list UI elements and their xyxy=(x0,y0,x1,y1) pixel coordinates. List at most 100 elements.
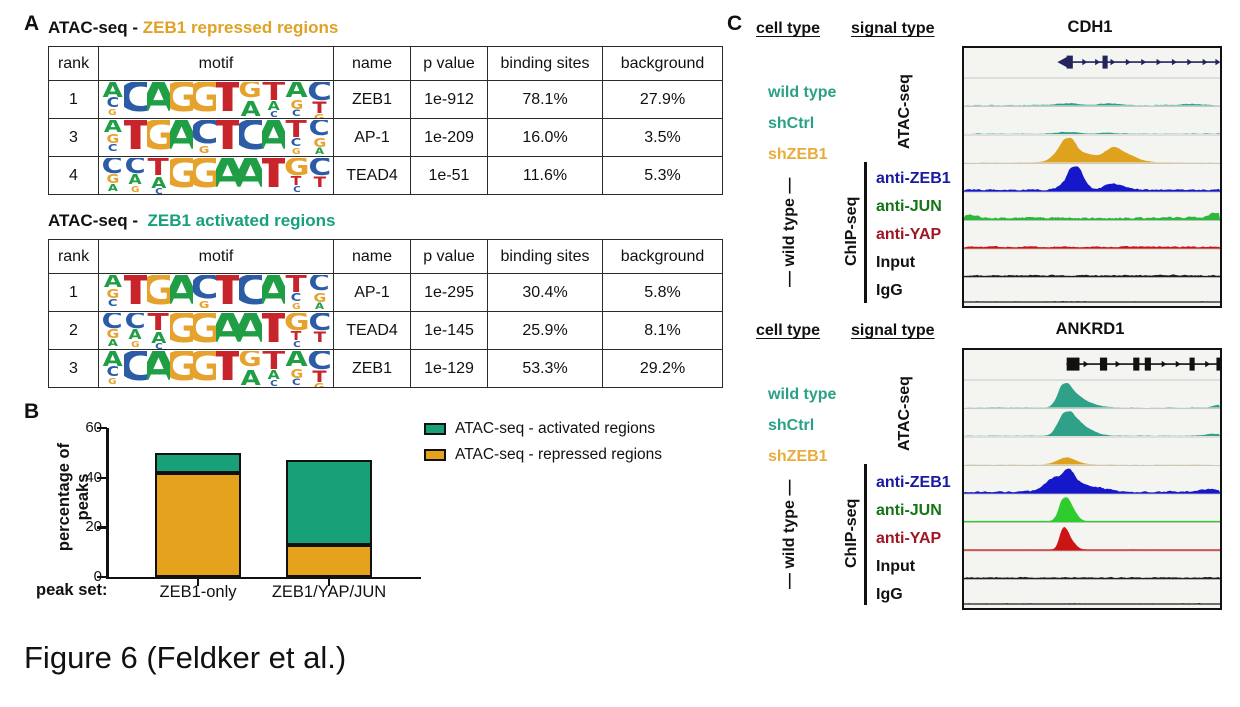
x-axis-title: peak set: xyxy=(36,581,108,599)
logo-letter: G xyxy=(285,313,308,334)
logo-column: A xyxy=(170,275,193,311)
cell-type-label-1: shCtrl xyxy=(768,115,815,132)
table-header-row: rank motif name p value binding sites backgro… xyxy=(48,46,723,81)
cell-binding_sites: 78.1% xyxy=(487,80,603,119)
cell-type-label-1: shCtrl xyxy=(768,417,815,434)
logo-column: G xyxy=(193,351,216,387)
logo-letter: A xyxy=(147,351,170,387)
y-tick-mark xyxy=(97,426,107,430)
chip-seq-bracket-line xyxy=(864,162,867,303)
logo-letter: T xyxy=(262,350,285,376)
sequence-logo: ACGCAGGTGATACAGCCTG xyxy=(101,82,331,118)
cell-p_value: 1e-51 xyxy=(410,156,488,195)
cell-background: 3.5% xyxy=(602,118,723,157)
logo-letter: A xyxy=(262,120,285,156)
cell-name: AP-1 xyxy=(333,273,411,312)
logo-letter: C xyxy=(291,135,302,149)
logo-letter: C xyxy=(239,120,262,156)
cell-rank: 3 xyxy=(48,118,99,157)
logo-letter: T xyxy=(312,98,327,118)
track-label-input: Input xyxy=(876,558,916,575)
logo-letter: C xyxy=(193,275,216,303)
logo-column: T xyxy=(124,275,147,311)
logo-letter: T xyxy=(262,81,285,107)
logo-column: G xyxy=(170,351,193,387)
panel-c-label: C xyxy=(727,12,743,35)
table-title-repressed: ATAC-seq - ZEB1 repressed regions xyxy=(48,18,338,38)
logo-column: CTG xyxy=(308,351,331,387)
atac-seq-group-label: ATAC-seq xyxy=(896,376,913,452)
logo-letter: T xyxy=(147,312,170,336)
sequence-logo: AGCTGACGTCATCGCGA xyxy=(101,120,331,156)
logo-letter: G xyxy=(108,107,117,117)
logo-letter: A xyxy=(150,328,167,347)
logo-column: C xyxy=(124,82,147,118)
logo-letter: C xyxy=(291,290,302,304)
logo-letter: T xyxy=(291,173,302,188)
logo-column: A xyxy=(262,275,285,311)
cell-background: 5.8% xyxy=(602,273,723,312)
sequence-logo: CGACAGTACGGAATGTCCT xyxy=(101,313,331,349)
cell-binding_sites: 11.6% xyxy=(487,156,603,195)
logo-column: GTC xyxy=(285,313,308,349)
logo-letter: C xyxy=(101,312,124,334)
logo-letter: G xyxy=(193,158,216,194)
logo-letter: G xyxy=(170,158,193,194)
logo-letter: A xyxy=(240,96,261,118)
logo-letter: A xyxy=(170,275,193,311)
logo-column: G xyxy=(147,120,170,156)
logo-letter: A xyxy=(216,158,239,194)
logo-letter: C xyxy=(106,95,119,111)
logo-letter: G xyxy=(106,172,119,187)
track-label-input: Input xyxy=(876,254,916,271)
logo-letter: T xyxy=(313,329,326,346)
logo-letter: T xyxy=(291,328,302,343)
logo-letter: C xyxy=(124,157,147,179)
track-label-anti-yap: anti-YAP xyxy=(876,530,942,547)
table-title-prefix: ATAC-seq - xyxy=(48,211,148,230)
atac-seq-group-label: ATAC-seq xyxy=(896,74,913,150)
logo-letter: T xyxy=(313,174,326,191)
x-axis-line xyxy=(106,576,421,579)
logo-column: G xyxy=(170,313,193,349)
legend-item-repressed: ATAC-seq - repressed regions xyxy=(424,446,662,464)
logo-letter: A xyxy=(240,365,261,387)
logo-letter: A xyxy=(267,368,280,383)
motif-table-repressed: rank motif name p value binding sites backgro… xyxy=(48,46,723,195)
logo-column: G xyxy=(193,82,216,118)
legend-swatch-repressed xyxy=(424,449,446,461)
column-header: background xyxy=(602,239,723,274)
y-axis-label: percentage of peaks xyxy=(55,442,92,552)
logo-column: A xyxy=(239,313,262,349)
motif-logo-cell: CGACAGTACGGAATGTCCT xyxy=(98,311,334,350)
motif-logo-cell: ACGCAGGTGATACAGCCTG xyxy=(98,349,334,388)
logo-letter: C xyxy=(193,120,216,148)
cell-type-label-2: shZEB1 xyxy=(768,146,828,163)
logo-letter: T xyxy=(285,119,308,143)
logo-letter: G xyxy=(314,114,325,118)
cell-binding_sites: 53.3% xyxy=(487,349,603,388)
signal-type-header: signal type xyxy=(851,20,935,37)
wild-type-group-label: — wild type — xyxy=(781,479,798,589)
category-label: ZEB1-only xyxy=(159,583,237,601)
cell-type-header: cell type xyxy=(756,322,821,339)
wild-type-group-label: — wild type — xyxy=(781,177,798,287)
column-header: name xyxy=(333,46,411,81)
cell-p_value: 1e-295 xyxy=(410,273,488,312)
logo-letter: G xyxy=(147,275,170,311)
logo-letter: G xyxy=(131,339,140,349)
logo-column: C xyxy=(124,351,147,387)
column-header: rank xyxy=(48,239,99,274)
logo-letter: C xyxy=(154,186,163,194)
logo-letter: C xyxy=(101,157,124,179)
logo-column: T xyxy=(262,313,285,349)
panel-a-label: A xyxy=(24,12,40,35)
